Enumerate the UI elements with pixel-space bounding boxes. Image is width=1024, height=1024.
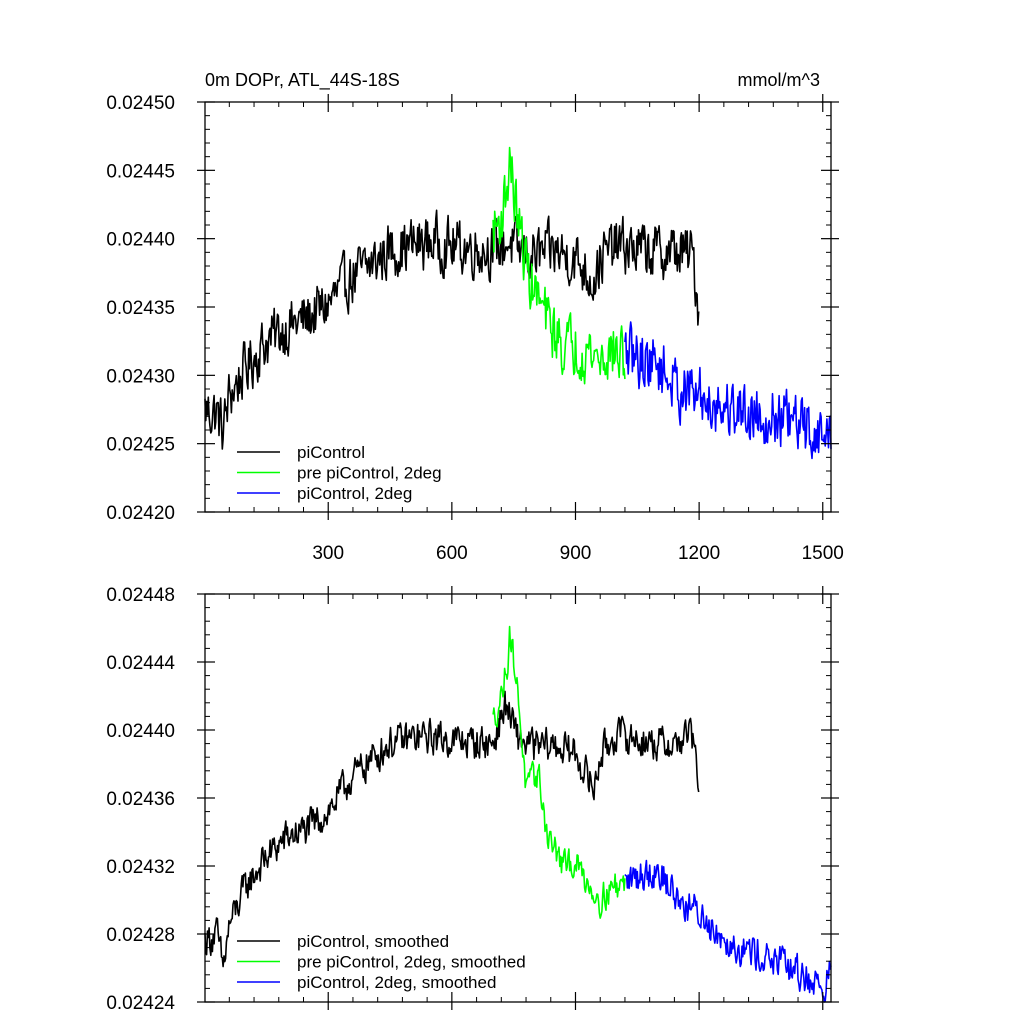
series-layer-top	[204, 146, 832, 460]
series-line-2	[624, 859, 832, 1003]
series-line-1	[492, 146, 626, 385]
y-tick-label: 0.02436	[106, 789, 175, 810]
panel-bottom: 0.02424 0.02428 0.02432 0.02436 0.02440 0.024…	[106, 585, 839, 1014]
legend-label: piControl	[297, 443, 365, 462]
panel-top: 0.02420 0.02425 0.02430 0.02435 0.02440 0.024…	[106, 70, 844, 564]
x-tick-label: 900	[560, 543, 592, 564]
y-tick-label: 0.02435	[106, 298, 175, 319]
legend-label: piControl, 2deg	[297, 484, 412, 503]
series-line-1	[492, 625, 626, 919]
ticks-layer-top: 0.02420 0.02425 0.02430 0.02435 0.02440 0.024…	[106, 93, 844, 564]
y-tick-label: 0.02432	[106, 857, 175, 878]
y-tick-label: 0.02444	[106, 653, 175, 674]
y-tick-label: 0.02425	[106, 435, 175, 456]
legend-label: piControl, 2deg, smoothed	[297, 973, 496, 992]
y-tick-label: 0.02430	[106, 366, 175, 387]
series-line-0	[204, 209, 700, 450]
series-line-0	[204, 690, 700, 968]
y-tick-label: 0.02428	[106, 925, 175, 946]
x-tick-label: 600	[436, 543, 468, 564]
x-tick-label: 1500	[802, 543, 844, 564]
y-tick-label: 0.02450	[106, 93, 175, 114]
y-tick-label: 0.02445	[106, 161, 175, 182]
y-tick-label: 0.02448	[106, 585, 175, 606]
legend-label: piControl, smoothed	[297, 932, 449, 951]
chart-title: 0m DOPr, ATL_44S-18S	[205, 70, 400, 91]
x-tick-label: 1200	[678, 543, 720, 564]
chart-units: mmol/m^3	[738, 70, 820, 90]
ticks-layer-bottom: 0.02424 0.02428 0.02432 0.02436 0.02440 0.024…	[106, 585, 839, 1014]
series-layer-bottom	[204, 625, 832, 1003]
legend-label: pre piControl, 2deg	[297, 464, 442, 483]
y-tick-label: 0.02424	[106, 993, 175, 1014]
legend-label: pre piControl, 2deg, smoothed	[297, 953, 526, 972]
series-line-2	[624, 321, 832, 460]
y-tick-label: 0.02440	[106, 721, 175, 742]
x-tick-label: 300	[312, 543, 344, 564]
legend-bottom: piControl, smoothed pre piControl, 2deg, …	[237, 932, 526, 992]
y-tick-label: 0.02420	[106, 503, 175, 524]
y-tick-label: 0.02440	[106, 230, 175, 251]
